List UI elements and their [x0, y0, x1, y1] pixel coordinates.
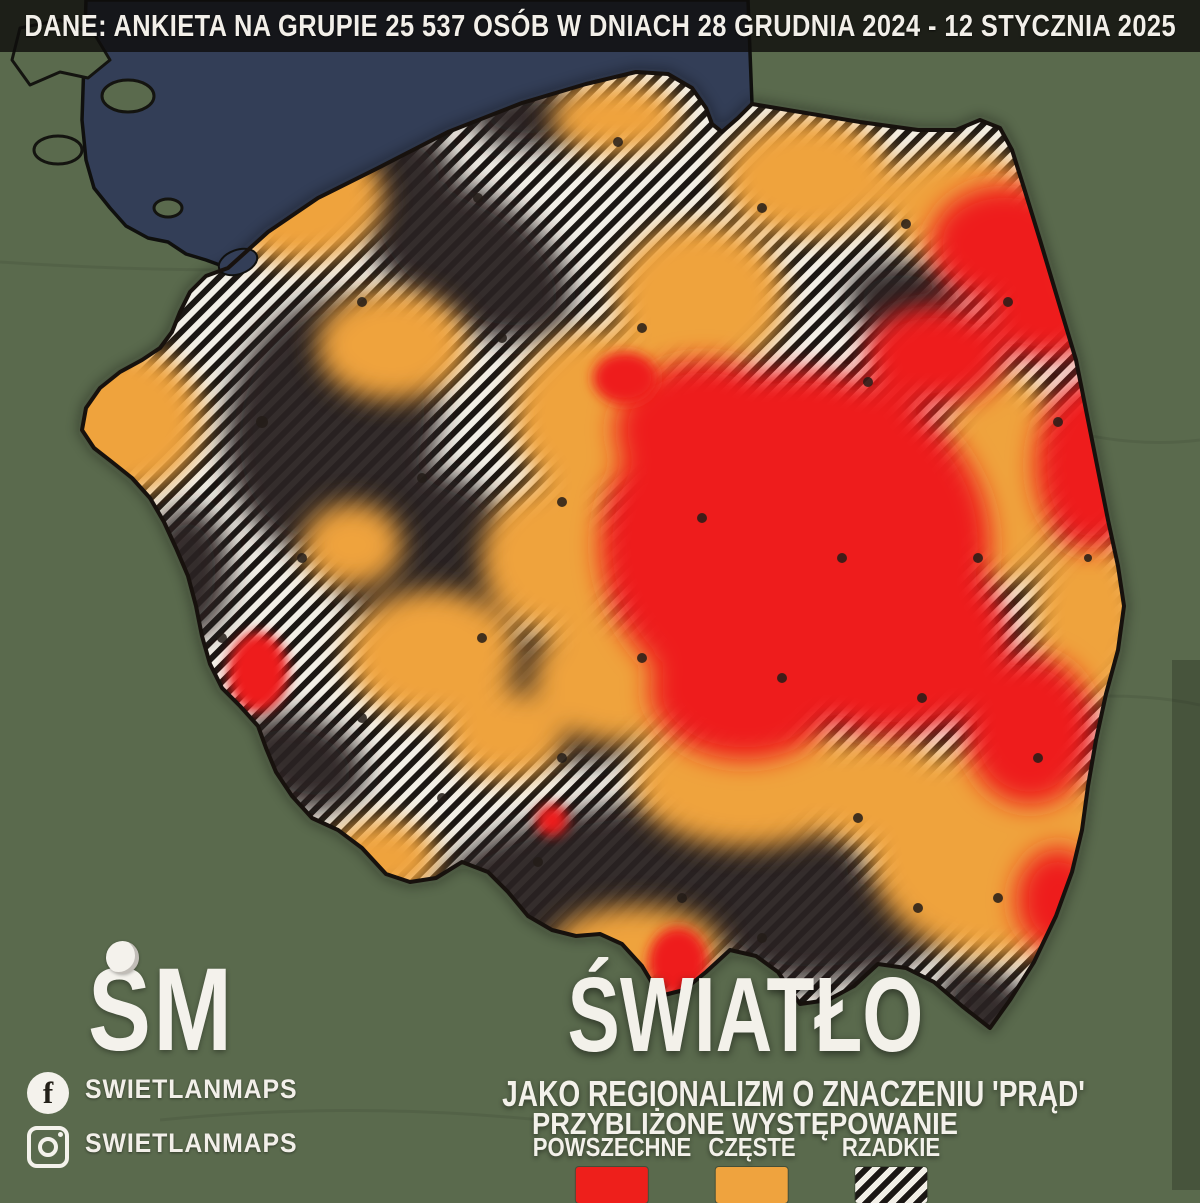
data-source-text: DANE: ANKIETA NA GRUPIE 25 537 OSÓB W DN…: [24, 8, 1176, 43]
region-fill-powszechne-red: [228, 185, 1124, 999]
page-subtitle: JAKO REGIONALIZM O ZNACZENIU 'PRĄD': [502, 1073, 1085, 1114]
instagram-handle-row: SWIETLANMAPS: [85, 1128, 316, 1159]
instagram-icon: [27, 1126, 69, 1168]
data-source-banner: DANE: ANKIETA NA GRUPIE 25 537 OSÓB W DN…: [0, 0, 1200, 52]
legend-swatch-red: [576, 1167, 648, 1203]
poland-border: [80, 70, 1126, 1030]
instagram-lens-icon: [38, 1137, 58, 1157]
legend-item-czeste: CZĘSTE: [701, 1134, 804, 1203]
page-title: ŚWIATŁO: [567, 956, 923, 1074]
legend-item-powszechne: POWSZECHNE: [519, 1134, 705, 1203]
facebook-handle: SWIETLANMAPS: [85, 1074, 298, 1104]
facebook-icon: f: [27, 1072, 69, 1114]
legend-label-rzadkie: RZADKIE: [841, 1132, 941, 1162]
right-edge-shading: [1172, 660, 1200, 1190]
legend-swatch-orange: [715, 1167, 788, 1203]
logo-accent-circle-icon: [106, 941, 139, 974]
facebook-handle-row: SWIETLANMAPS: [85, 1074, 316, 1105]
legend-swatch-hatched: [855, 1167, 927, 1203]
county-seat-dots: [217, 137, 1092, 943]
legend-item-rzadkie: RZADKIE: [833, 1134, 949, 1203]
legend-header: PRZYBLIŻONE WYSTĘPOWANIE: [532, 1106, 958, 1141]
legend-label-powszechne: POWSZECHNE: [532, 1132, 692, 1162]
legend-label-czeste: CZĘSTE: [708, 1132, 796, 1162]
instagram-handle: SWIETLANMAPS: [85, 1128, 298, 1158]
instagram-dot-icon: [58, 1132, 63, 1137]
